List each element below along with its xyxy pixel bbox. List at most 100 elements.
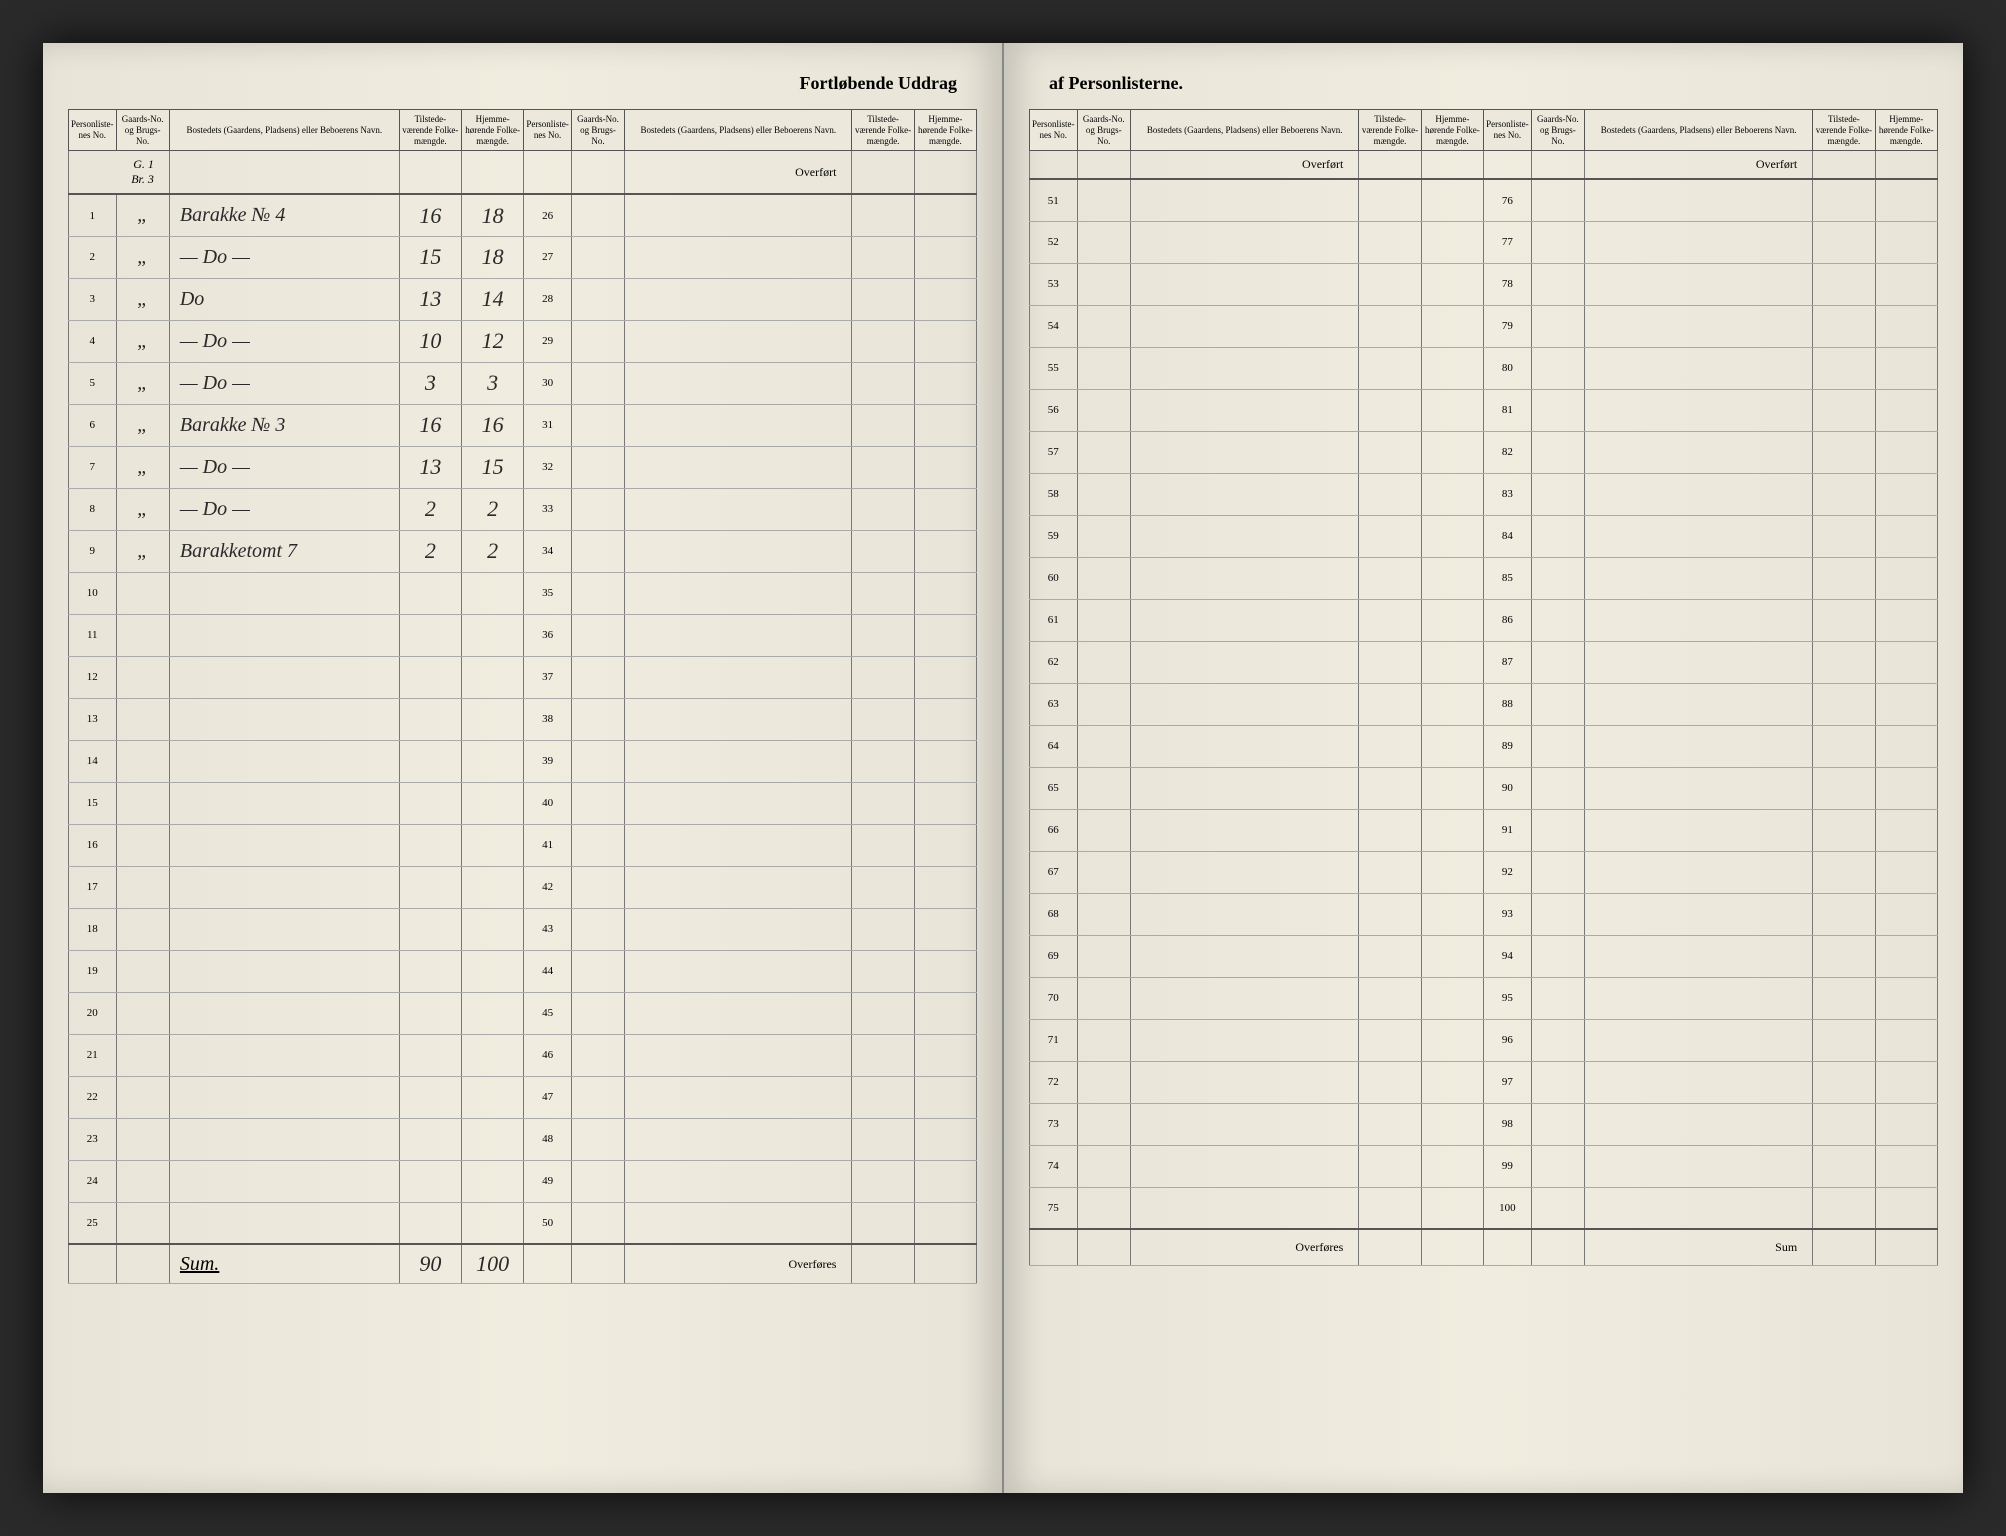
cell-hjemme [914, 824, 976, 866]
row-no: 23 [69, 1118, 117, 1160]
cell-name [1131, 851, 1359, 893]
cell-tilstede [1359, 809, 1421, 851]
cell-tilstede: 10 [399, 320, 461, 362]
row-no: 83 [1484, 473, 1532, 515]
row-no: 39 [524, 740, 572, 782]
cell-tilstede [399, 572, 461, 614]
cell-hjemme [914, 1118, 976, 1160]
cell-name: — Do — [169, 320, 399, 362]
cell-hjemme [1875, 809, 1937, 851]
cell-tilstede [1359, 557, 1421, 599]
cell-hjemme [461, 1034, 523, 1076]
cell-hjemme [1421, 1019, 1483, 1061]
cell-gaard [1077, 893, 1131, 935]
cell-gaard [571, 278, 624, 320]
cell-name: Barakketomt 7 [169, 530, 399, 572]
table-row: 7 „ — Do — 13 15 32 [69, 446, 977, 488]
cell-tilstede [852, 530, 914, 572]
row-no: 47 [524, 1076, 572, 1118]
cell-name [625, 740, 852, 782]
cell-hjemme: 12 [461, 320, 523, 362]
row-no: 16 [69, 824, 117, 866]
cell-name [1585, 1061, 1813, 1103]
cell-hjemme [461, 950, 523, 992]
cell-hjemme [1875, 725, 1937, 767]
cell-name [1131, 305, 1359, 347]
cell-gaard [116, 950, 169, 992]
cell-gaard [1531, 431, 1585, 473]
cell-gaard [1077, 977, 1131, 1019]
row-no: 64 [1030, 725, 1078, 767]
cell-tilstede [1359, 935, 1421, 977]
cell-gaard [1531, 893, 1585, 935]
col-person-no-4: Personliste-nes No. [1484, 110, 1532, 151]
cell-gaard [571, 656, 624, 698]
cell-gaard [571, 236, 624, 278]
sum-hjemme: 100 [461, 1244, 523, 1284]
cell-tilstede [1359, 893, 1421, 935]
cell-tilstede [1813, 263, 1875, 305]
overfort-row: Overført Overført [1030, 151, 1938, 180]
row-no: 81 [1484, 389, 1532, 431]
overfores-label: Overføres [625, 1244, 852, 1284]
row-no: 68 [1030, 893, 1078, 935]
cell-name [1131, 1187, 1359, 1229]
cell-gaard [1531, 767, 1585, 809]
cell-gaard [116, 740, 169, 782]
cell-name [1585, 683, 1813, 725]
cell-hjemme [1421, 431, 1483, 473]
cell-gaard [1531, 1145, 1585, 1187]
row-no: 52 [1030, 221, 1078, 263]
cell-tilstede [399, 992, 461, 1034]
ledger-table-right: Personliste-nes No. Gaards-No. og Brugs-… [1029, 109, 1938, 1266]
cell-hjemme [1875, 977, 1937, 1019]
cell-gaard [571, 1160, 624, 1202]
cell-name [1585, 977, 1813, 1019]
cell-tilstede [1359, 977, 1421, 1019]
cell-hjemme [1875, 221, 1937, 263]
sum-label-printed: Sum [1585, 1229, 1813, 1265]
cell-hjemme [914, 236, 976, 278]
cell-gaard [1077, 431, 1131, 473]
table-header: Personliste-nes No. Gaards-No. og Brugs-… [69, 110, 977, 151]
cell-gaard [571, 1202, 624, 1244]
overfort-label: Overført [1585, 151, 1813, 180]
row-no: 91 [1484, 809, 1532, 851]
cell-name [1585, 809, 1813, 851]
cell-gaard [1531, 1019, 1585, 1061]
cell-tilstede [852, 950, 914, 992]
cell-tilstede [399, 950, 461, 992]
cell-gaard [571, 446, 624, 488]
cell-gaard [116, 866, 169, 908]
row-no: 3 [69, 278, 117, 320]
table-row: 59 84 [1030, 515, 1938, 557]
cell-hjemme [914, 950, 976, 992]
cell-hjemme: 14 [461, 278, 523, 320]
row-no: 31 [524, 404, 572, 446]
cell-hjemme [914, 698, 976, 740]
cell-gaard [1531, 473, 1585, 515]
table-row: 52 77 [1030, 221, 1938, 263]
row-no: 12 [69, 656, 117, 698]
cell-name [1585, 347, 1813, 389]
table-row: 62 87 [1030, 641, 1938, 683]
cell-gaard: „ [116, 278, 169, 320]
row-no: 41 [524, 824, 572, 866]
cell-name [1585, 431, 1813, 473]
cell-gaard [571, 1118, 624, 1160]
table-row: 63 88 [1030, 683, 1938, 725]
cell-gaard [1531, 725, 1585, 767]
cell-name: Barakke № 4 [169, 194, 399, 236]
row-no: 55 [1030, 347, 1078, 389]
table-row: 58 83 [1030, 473, 1938, 515]
cell-name [625, 656, 852, 698]
cell-tilstede [852, 320, 914, 362]
cell-hjemme [914, 782, 976, 824]
table-row: 2 „ — Do — 15 18 27 [69, 236, 977, 278]
cell-gaard [116, 1202, 169, 1244]
cell-hjemme [1875, 1061, 1937, 1103]
cell-gaard [1077, 1061, 1131, 1103]
table-row: 75 100 [1030, 1187, 1938, 1229]
cell-tilstede [1359, 725, 1421, 767]
table-row: 25 50 [69, 1202, 977, 1244]
